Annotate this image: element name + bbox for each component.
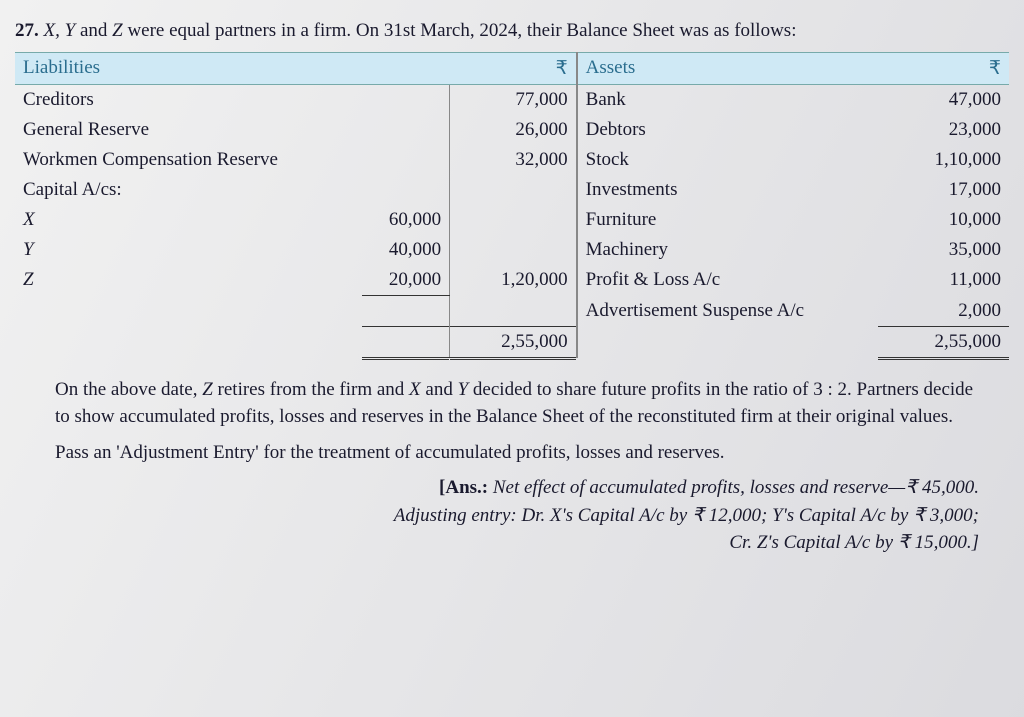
cell-blank: [362, 85, 450, 116]
liab-capital-total: 1,20,000: [450, 265, 577, 296]
liab-creditors: Creditors: [15, 85, 362, 116]
asset-furniture: Furniture: [577, 205, 878, 235]
liab-wcr-amt: 32,000: [450, 145, 577, 175]
liab-capital-label: Capital A/cs:: [15, 175, 362, 205]
asset-debtors: Debtors: [577, 115, 878, 145]
asset-adsusp-amt: 2,000: [878, 296, 1009, 327]
th-liab-sym: ₹: [450, 53, 577, 85]
liab-z-sub: 20,000: [362, 265, 450, 296]
q-rest: were equal partners in a firm. On 31st M…: [123, 20, 797, 41]
asset-debtors-amt: 23,000: [878, 115, 1009, 145]
asset-pl: Profit & Loss A/c: [577, 265, 878, 296]
asset-bank-amt: 47,000: [878, 85, 1009, 116]
balance-sheet-table: Liabilities ₹ Assets ₹ Creditors 77,000 …: [15, 52, 1009, 358]
asset-machinery: Machinery: [577, 235, 878, 265]
answer-block: [Ans.: Net effect of accumulated profits…: [55, 474, 979, 557]
th-asset-sym: ₹: [878, 53, 1009, 85]
asset-total: 2,55,000: [878, 326, 1009, 357]
ans-line1: Net effect of accumulated profits, losse…: [488, 477, 979, 498]
asset-stock-amt: 1,10,000: [878, 145, 1009, 175]
liab-y: Y: [15, 235, 362, 265]
q-xy: X, Y: [44, 20, 76, 41]
liab-y-sub: 40,000: [362, 235, 450, 265]
ans-line3: Cr. Z's Capital A/c by ₹ 15,000.]: [729, 532, 979, 553]
ans-line2: Adjusting entry: Dr. X's Capital A/c by …: [394, 505, 979, 526]
liab-x: X: [15, 205, 362, 235]
asset-machinery-amt: 35,000: [878, 235, 1009, 265]
question-number: 27.: [15, 20, 39, 41]
asset-pl-amt: 11,000: [878, 265, 1009, 296]
para-2: Pass an 'Adjustment Entry' for the treat…: [55, 439, 979, 467]
asset-investments: Investments: [577, 175, 878, 205]
q-and: and: [75, 20, 112, 41]
asset-bank: Bank: [577, 85, 878, 116]
liab-gen-reserve-amt: 26,000: [450, 115, 577, 145]
asset-furniture-amt: 10,000: [878, 205, 1009, 235]
liab-z: Z: [15, 265, 362, 296]
asset-investments-amt: 17,000: [878, 175, 1009, 205]
liab-wcr: Workmen Compensation Reserve: [15, 145, 362, 175]
asset-stock: Stock: [577, 145, 878, 175]
liab-x-sub: 60,000: [362, 205, 450, 235]
th-assets: Assets: [577, 53, 878, 85]
question-line: 27. X, Y and Z were equal partners in a …: [15, 20, 1009, 42]
para-1: On the above date, Z retires from the fi…: [55, 376, 979, 431]
q-z: Z: [112, 20, 123, 41]
th-liabilities: Liabilities: [15, 53, 450, 85]
liab-creditors-amt: 77,000: [450, 85, 577, 116]
liab-gen-reserve: General Reserve: [15, 115, 362, 145]
asset-adsusp: Advertisement Suspense A/c: [577, 296, 878, 327]
ans-label: [Ans.:: [439, 477, 488, 498]
liab-total: 2,55,000: [450, 326, 577, 357]
